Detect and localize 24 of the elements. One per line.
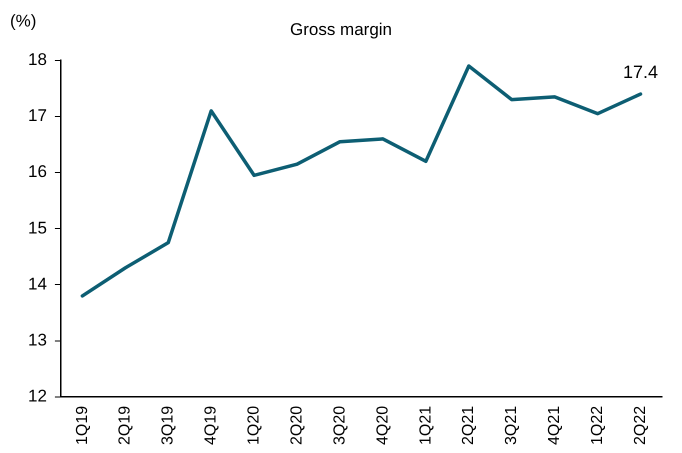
x-tick-label: 4Q21 xyxy=(546,406,564,445)
x-tick-label: 3Q20 xyxy=(331,406,348,445)
x-tick-label: 2Q20 xyxy=(288,406,306,445)
x-tick-label: 2Q21 xyxy=(460,406,478,445)
x-tick-label: 1Q22 xyxy=(589,406,606,445)
x-tick-label: 1Q21 xyxy=(417,406,434,445)
x-tick-label: 4Q20 xyxy=(374,406,392,445)
y-tick-label: 18 xyxy=(28,50,47,70)
chart-title: Gross margin xyxy=(290,20,392,39)
x-tick-label: 4Q19 xyxy=(202,406,220,445)
x-tick-label: 3Q21 xyxy=(503,406,520,445)
x-tick-label: 2Q22 xyxy=(632,406,649,445)
x-tick-label: 2Q19 xyxy=(116,406,134,445)
y-tick-label: 16 xyxy=(28,162,47,182)
annotation: 17.4 xyxy=(623,62,658,82)
y-tick-label: 17 xyxy=(28,106,47,126)
x-tick-label: 1Q19 xyxy=(74,406,91,445)
x-tick-label: 3Q19 xyxy=(160,406,177,445)
x-tick-label: 1Q20 xyxy=(246,406,263,445)
y-tick-label: 14 xyxy=(28,274,47,294)
y-tick-label: 12 xyxy=(28,386,47,406)
y-axis-title: (%) xyxy=(10,12,36,31)
y-tick-label: 13 xyxy=(28,330,47,350)
y-tick-label: 15 xyxy=(28,218,47,238)
